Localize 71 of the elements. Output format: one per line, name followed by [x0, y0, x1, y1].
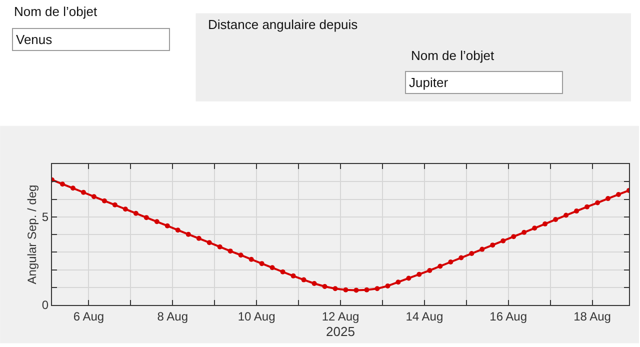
point	[196, 236, 202, 241]
text: Nom de l’objet	[411, 48, 494, 63]
point	[259, 261, 264, 266]
line-series	[52, 177, 629, 293]
point	[564, 212, 569, 218]
point	[290, 273, 296, 278]
y-axis-title: Angular Sep. / deg	[25, 184, 40, 284]
point	[438, 264, 443, 269]
x-tick-label: 12 Aug	[322, 309, 360, 324]
point	[206, 240, 212, 246]
point	[301, 277, 306, 282]
point	[60, 182, 65, 187]
point	[164, 223, 170, 228]
point	[574, 208, 580, 214]
point	[385, 283, 390, 288]
point	[332, 286, 338, 292]
point	[616, 192, 622, 197]
x-axis-title: 2025	[326, 324, 355, 339]
text: Distance angulaire depuis	[208, 17, 358, 32]
point	[374, 286, 380, 292]
point	[217, 244, 222, 250]
point	[228, 248, 233, 254]
x-tick-label: 18 Aug	[574, 309, 611, 324]
point	[91, 194, 96, 200]
point	[248, 256, 254, 262]
point	[458, 255, 464, 260]
point	[154, 219, 160, 224]
point	[343, 287, 348, 292]
point	[144, 215, 149, 220]
x-tick-label: 8 Aug	[157, 309, 188, 324]
point	[490, 242, 496, 248]
point	[584, 204, 590, 210]
point	[469, 251, 474, 256]
point	[532, 226, 538, 231]
point	[280, 269, 286, 274]
point	[322, 284, 328, 289]
point	[511, 234, 516, 240]
point	[175, 228, 180, 233]
x-tick-label: 10 Aug	[238, 309, 276, 324]
y-tick-label: 0	[42, 298, 49, 312]
point	[238, 252, 244, 258]
point	[270, 265, 275, 270]
point	[133, 210, 138, 216]
point	[542, 221, 548, 226]
text: Jupiter	[409, 75, 449, 90]
point	[500, 238, 506, 244]
point	[448, 260, 454, 264]
point	[354, 288, 359, 293]
point	[553, 217, 558, 222]
text: Venus	[16, 32, 53, 47]
point	[80, 190, 86, 195]
point	[595, 200, 600, 206]
point	[364, 287, 370, 292]
point	[480, 246, 485, 252]
point	[416, 272, 422, 277]
point	[427, 268, 432, 273]
point	[606, 196, 611, 202]
point	[522, 230, 527, 235]
point	[122, 206, 128, 212]
point	[70, 186, 76, 191]
x-tick-label: 14 Aug	[406, 309, 444, 324]
point	[312, 281, 317, 286]
point	[186, 232, 191, 237]
point	[396, 280, 401, 285]
point	[102, 198, 107, 204]
y-tick-label: 5	[42, 210, 49, 224]
x-tick-label: 6 Aug	[73, 309, 104, 324]
point	[406, 276, 412, 281]
point	[112, 202, 118, 208]
x-tick-label: 16 Aug	[490, 309, 528, 324]
text: Nom de l’objet	[14, 4, 98, 19]
